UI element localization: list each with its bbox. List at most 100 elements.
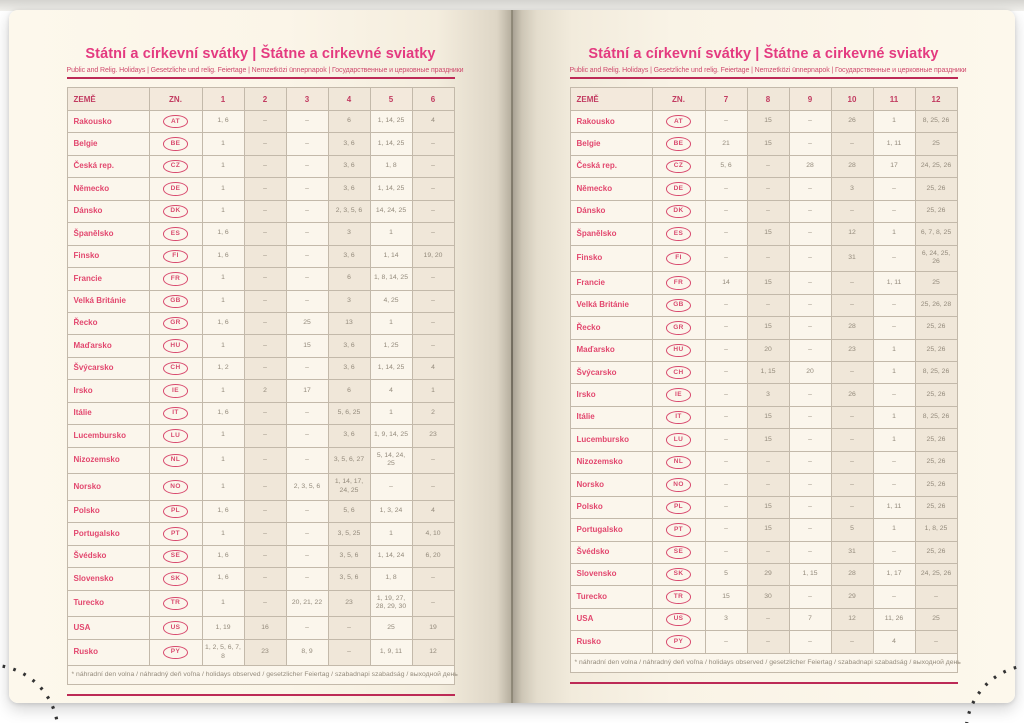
- holiday-days-cell: 29: [830, 585, 874, 609]
- holiday-days-cell: 20, 21, 22: [285, 589, 329, 618]
- country-row: Rakousko AT –15–26 1 8, 25, 26: [569, 109, 958, 134]
- holiday-days-cell: –: [872, 293, 916, 318]
- holiday-days-cell: –: [788, 473, 832, 497]
- holiday-days-cell: –: [872, 473, 916, 497]
- country-code-badge: GR: [163, 316, 188, 331]
- holiday-days-cell: 6: [327, 267, 371, 291]
- holiday-days-cell: –: [704, 338, 748, 363]
- page-subtitle: Public and Relig. Holidays | Gesetzliche…: [66, 67, 464, 74]
- holiday-days-cell: –: [285, 244, 329, 269]
- holiday-days-cell: –: [788, 405, 832, 430]
- country-code-badge: US: [163, 621, 188, 635]
- country-code-cell: NL: [148, 446, 203, 475]
- holiday-days-cell: 2, 3, 5, 6: [285, 473, 329, 501]
- country-row: Švýcarsko CH –1, 15 20–1 8, 25, 26: [569, 361, 958, 385]
- country-row: Lucembursko LU –15– –1 25, 26: [569, 428, 958, 452]
- holiday-days-cell: 1: [201, 154, 245, 179]
- holiday-days-cell: 5: [830, 518, 874, 542]
- country-code-badge: FI: [666, 251, 691, 266]
- country-name: Francie: [66, 267, 150, 291]
- country-code-badge: SK: [666, 567, 691, 582]
- holiday-days-cell: –: [285, 109, 329, 134]
- country-code-badge: PT: [163, 527, 188, 541]
- holiday-days-cell: 1, 8: [369, 567, 413, 591]
- holiday-days-cell: 1: [369, 522, 413, 546]
- country-code-badge: CH: [163, 361, 188, 376]
- holiday-days-cell: 3, 6: [327, 356, 371, 381]
- holiday-days-cell: 12: [830, 222, 874, 246]
- holiday-days-cell: –: [243, 289, 287, 313]
- holiday-days-cell: –: [788, 177, 832, 201]
- holiday-days-cell: –: [411, 154, 455, 179]
- country-row: Nizozemsko NL 1– –3, 5, 6, 27 5, 14, 24, 25–: [66, 446, 455, 475]
- country-name: Belgie: [66, 132, 150, 156]
- holiday-days-cell: –: [243, 589, 287, 618]
- holiday-days-cell: 1, 14, 25: [369, 356, 413, 381]
- holiday-days-cell: –: [704, 222, 748, 246]
- holiday-days-cell: –: [285, 356, 329, 381]
- country-name: Portugalsko: [66, 522, 150, 546]
- country-code-cell: GR: [148, 311, 203, 336]
- holiday-days-cell: 1, 14, 17, 24, 25: [327, 473, 371, 501]
- holiday-days-cell: –: [704, 405, 748, 430]
- country-code-cell: LU: [651, 428, 706, 452]
- country-code-cell: IT: [651, 405, 706, 430]
- holiday-days-cell: 12: [830, 607, 874, 632]
- country-code-badge: HU: [163, 339, 188, 353]
- holiday-days-cell: –: [830, 630, 874, 654]
- holiday-days-cell: –: [872, 450, 916, 475]
- holiday-days-cell: 1: [201, 334, 245, 358]
- country-code-badge: SE: [666, 545, 691, 559]
- holiday-days-cell: –: [788, 585, 832, 609]
- holiday-days-cell: 25, 26: [914, 473, 958, 497]
- page-title: Státní a církevní svátky | Štátne a cirk…: [588, 46, 939, 62]
- holiday-days-cell: –: [243, 244, 287, 269]
- holiday-days-cell: 20: [746, 338, 790, 363]
- holiday-days-cell: –: [746, 244, 790, 273]
- holiday-days-cell: 25: [369, 616, 413, 640]
- holiday-days-cell: –: [704, 316, 748, 340]
- country-code-badge: IT: [666, 410, 691, 425]
- holiday-days-cell: 2: [243, 379, 287, 403]
- holiday-days-cell: 1, 14, 25: [369, 177, 413, 201]
- holiday-days-cell: –: [704, 199, 748, 224]
- holiday-days-cell: –: [746, 154, 790, 179]
- holiday-days-cell: 16: [243, 616, 287, 640]
- holiday-days-cell: –: [243, 177, 287, 201]
- holiday-days-cell: 1: [872, 518, 916, 542]
- holiday-days-cell: 24, 25, 26: [914, 562, 958, 587]
- column-header-month: 9: [788, 87, 832, 111]
- holiday-days-cell: 1: [872, 109, 916, 134]
- country-code-badge: PY: [666, 635, 691, 649]
- holiday-days-cell: 15: [746, 271, 790, 295]
- holiday-days-cell: 1, 14, 24: [369, 544, 413, 569]
- country-code-badge: BE: [163, 137, 188, 151]
- country-code-cell: US: [651, 607, 706, 632]
- country-code-cell: FI: [148, 244, 203, 269]
- holiday-days-cell: 3, 5, 6: [327, 567, 371, 591]
- holiday-days-cell: –: [243, 446, 287, 475]
- holiday-days-cell: 28: [830, 562, 874, 587]
- holiday-days-cell: –: [704, 495, 748, 520]
- holiday-days-cell: 3: [327, 289, 371, 313]
- holiday-days-cell: –: [788, 199, 832, 224]
- column-header-month: 4: [327, 87, 371, 111]
- holiday-days-cell: 6: [327, 109, 371, 134]
- country-code-badge: ES: [666, 227, 691, 241]
- country-code-cell: CH: [148, 356, 203, 381]
- country-name: Velká Británie: [569, 293, 653, 318]
- holiday-days-cell: –: [704, 540, 748, 564]
- country-code-cell: DK: [651, 199, 706, 224]
- holiday-days-cell: 8, 25, 26: [914, 405, 958, 430]
- holiday-days-cell: –: [285, 522, 329, 546]
- holiday-days-cell: 15: [704, 585, 748, 609]
- holiday-days-cell: 1, 6: [201, 222, 245, 246]
- country-row: Turecko TR 1–20, 21, 22 23 1, 19, 27, 28, 29…: [66, 589, 455, 618]
- holiday-days-cell: 19: [411, 616, 455, 640]
- column-header-month: 1: [201, 87, 245, 111]
- holiday-days-cell: 5, 6: [704, 154, 748, 179]
- country-code-badge: AT: [163, 115, 188, 129]
- holiday-days-cell: 1: [201, 199, 245, 224]
- holiday-days-cell: –: [411, 177, 455, 201]
- holiday-days-cell: 6, 20: [411, 544, 455, 569]
